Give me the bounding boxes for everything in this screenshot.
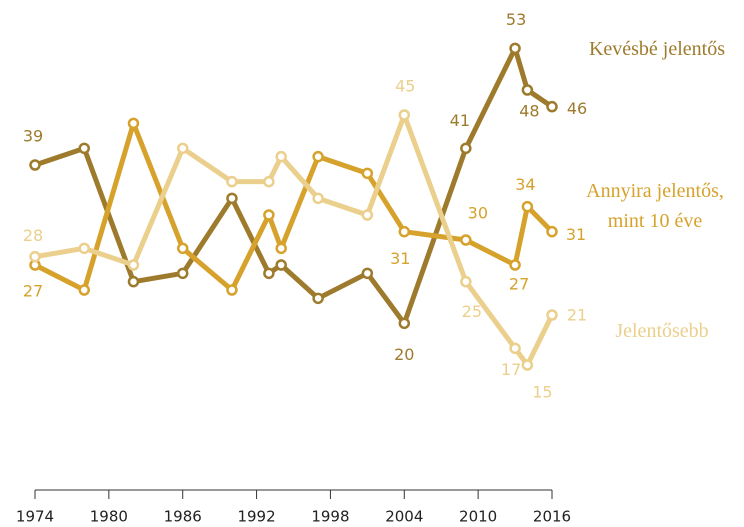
x-tick-label: 1974 xyxy=(16,508,54,526)
point xyxy=(521,200,534,213)
point xyxy=(263,209,275,221)
x-tick-label: 2004 xyxy=(385,508,423,526)
data-label: 53 xyxy=(506,10,526,29)
point xyxy=(176,142,189,155)
point xyxy=(509,42,521,55)
point xyxy=(546,100,558,113)
data-label: 15 xyxy=(532,383,552,402)
point xyxy=(398,317,411,330)
legend-entry: Jelentősebb xyxy=(615,320,709,342)
data-label: 46 xyxy=(567,99,587,118)
point xyxy=(521,359,534,371)
series-line xyxy=(34,112,555,368)
point xyxy=(226,192,238,205)
x-tick-label: 1998 xyxy=(311,508,349,526)
point xyxy=(127,117,140,130)
point xyxy=(78,142,90,155)
point xyxy=(176,242,189,255)
data-label: 31 xyxy=(566,225,586,244)
point xyxy=(509,259,521,271)
data-label: 17 xyxy=(501,360,521,379)
point xyxy=(275,150,287,163)
data-label: 45 xyxy=(395,77,415,96)
x-tick-label: 2016 xyxy=(533,508,571,526)
point xyxy=(127,259,140,271)
point xyxy=(312,150,324,163)
data-label: 30 xyxy=(468,204,488,223)
series-line xyxy=(34,45,554,326)
point xyxy=(460,142,472,155)
series-line xyxy=(33,120,554,293)
point xyxy=(263,175,275,188)
data-label: 34 xyxy=(515,175,535,194)
point xyxy=(263,267,275,280)
point xyxy=(546,225,558,238)
data-label: 28 xyxy=(23,226,43,245)
point xyxy=(312,292,324,305)
point xyxy=(176,267,189,280)
point xyxy=(78,284,90,296)
legend-entry: Kevésbé jelentős xyxy=(588,38,726,60)
point xyxy=(361,209,374,221)
data-label: 41 xyxy=(450,111,470,130)
x-tick-label: 1992 xyxy=(237,508,275,526)
data-label: 25 xyxy=(462,302,482,321)
point xyxy=(521,84,534,96)
data-label: 21 xyxy=(567,306,587,325)
point xyxy=(29,159,41,171)
data-label: 27 xyxy=(509,275,529,294)
point xyxy=(361,267,374,280)
point xyxy=(361,167,374,180)
point xyxy=(312,192,324,205)
point xyxy=(546,309,558,321)
point xyxy=(226,284,238,296)
point xyxy=(460,234,472,246)
point xyxy=(460,275,472,288)
legend-entry: Annyira jelentős, mint 10 éve xyxy=(586,180,724,232)
point xyxy=(398,109,411,121)
point xyxy=(127,275,140,288)
point xyxy=(275,242,287,255)
x-tick-label: 1980 xyxy=(90,508,128,526)
data-label: 39 xyxy=(23,127,43,146)
data-label: 27 xyxy=(23,282,43,301)
data-label: 20 xyxy=(394,345,414,364)
point xyxy=(398,225,411,238)
x-tick-label: 2010 xyxy=(459,508,497,526)
point xyxy=(78,242,90,255)
data-label: 31 xyxy=(390,249,410,268)
data-label: 48 xyxy=(519,102,539,121)
x-tick-label: 1986 xyxy=(164,508,202,526)
point xyxy=(275,259,287,271)
point xyxy=(226,175,238,188)
point xyxy=(509,342,521,355)
point xyxy=(29,250,41,263)
